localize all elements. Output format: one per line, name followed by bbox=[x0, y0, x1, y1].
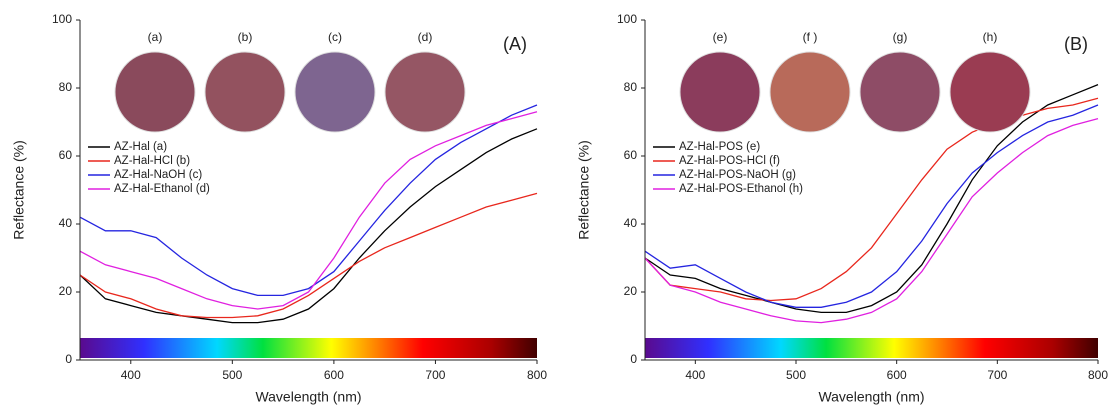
legend-text: AZ-Hal-POS-HCl (f) bbox=[679, 155, 780, 167]
y-tick-label: 20 bbox=[624, 284, 638, 298]
data-line bbox=[79, 111, 538, 310]
legend-text: AZ-Hal (a) bbox=[114, 141, 167, 153]
x-tick-label: 700 bbox=[987, 368, 1007, 382]
y-tick-label: 100 bbox=[52, 12, 72, 26]
x-axis-title: Wavelength (nm) bbox=[255, 389, 361, 405]
sample-photo bbox=[949, 51, 1031, 133]
legend-text: AZ-Hal-HCl (b) bbox=[114, 155, 190, 167]
y-tick-label: 40 bbox=[624, 216, 638, 230]
y-tick-label: 100 bbox=[617, 12, 637, 26]
data-line bbox=[79, 128, 538, 324]
photo-label: (b) bbox=[238, 30, 253, 44]
panel-label: (A) bbox=[503, 34, 527, 54]
x-tick-label: 500 bbox=[786, 368, 806, 382]
y-tick-label: 80 bbox=[624, 80, 638, 94]
x-axis-title: Wavelength (nm) bbox=[818, 389, 924, 405]
y-tick-label: 60 bbox=[624, 148, 638, 162]
photo-label: (e) bbox=[713, 30, 728, 44]
sample-photo bbox=[679, 51, 761, 133]
photo-label: (d) bbox=[418, 30, 433, 44]
legend-text: AZ-Hal-POS-Ethanol (h) bbox=[679, 183, 803, 195]
x-tick-label: 500 bbox=[222, 368, 242, 382]
x-tick-label: 400 bbox=[121, 368, 141, 382]
data-line bbox=[644, 83, 1099, 314]
y-tick-label: 0 bbox=[630, 352, 637, 366]
legend-text: AZ-Hal-POS-NaOH (g) bbox=[679, 169, 796, 181]
legend-text: AZ-Hal-Ethanol (d) bbox=[114, 183, 210, 195]
x-tick-label: 800 bbox=[527, 368, 547, 382]
photo-label: (a) bbox=[148, 30, 163, 44]
data-line bbox=[644, 117, 1099, 324]
y-tick-label: 40 bbox=[59, 216, 73, 230]
spectrum-bar bbox=[80, 338, 537, 358]
y-tick-label: 0 bbox=[65, 352, 72, 366]
data-line bbox=[79, 104, 538, 297]
sample-photo bbox=[294, 51, 376, 133]
legend-text: AZ-Hal-NaOH (c) bbox=[114, 169, 202, 181]
x-tick-label: 600 bbox=[324, 368, 344, 382]
y-axis-title: Reflectance (%) bbox=[11, 140, 27, 240]
sample-photo bbox=[204, 51, 286, 133]
x-tick-label: 600 bbox=[887, 368, 907, 382]
sample-photo bbox=[384, 51, 466, 133]
photo-label: (h) bbox=[983, 30, 998, 44]
photo-label: (c) bbox=[328, 30, 342, 44]
photo-label: (f ) bbox=[803, 30, 818, 44]
y-axis-title: Reflectance (%) bbox=[576, 140, 592, 240]
panel-label: (B) bbox=[1064, 34, 1088, 54]
x-tick-label: 700 bbox=[425, 368, 445, 382]
x-tick-label: 800 bbox=[1088, 368, 1108, 382]
y-tick-label: 20 bbox=[59, 284, 73, 298]
y-tick-label: 60 bbox=[59, 148, 73, 162]
y-tick-label: 80 bbox=[59, 80, 73, 94]
sample-photo bbox=[859, 51, 941, 133]
photo-label: (g) bbox=[893, 30, 908, 44]
legend-text: AZ-Hal-POS (e) bbox=[679, 141, 760, 153]
data-line bbox=[79, 192, 538, 319]
sample-photo bbox=[114, 51, 196, 133]
sample-photo bbox=[769, 51, 851, 133]
x-tick-label: 400 bbox=[685, 368, 705, 382]
data-line bbox=[644, 104, 1099, 308]
spectrum-bar bbox=[645, 338, 1098, 358]
